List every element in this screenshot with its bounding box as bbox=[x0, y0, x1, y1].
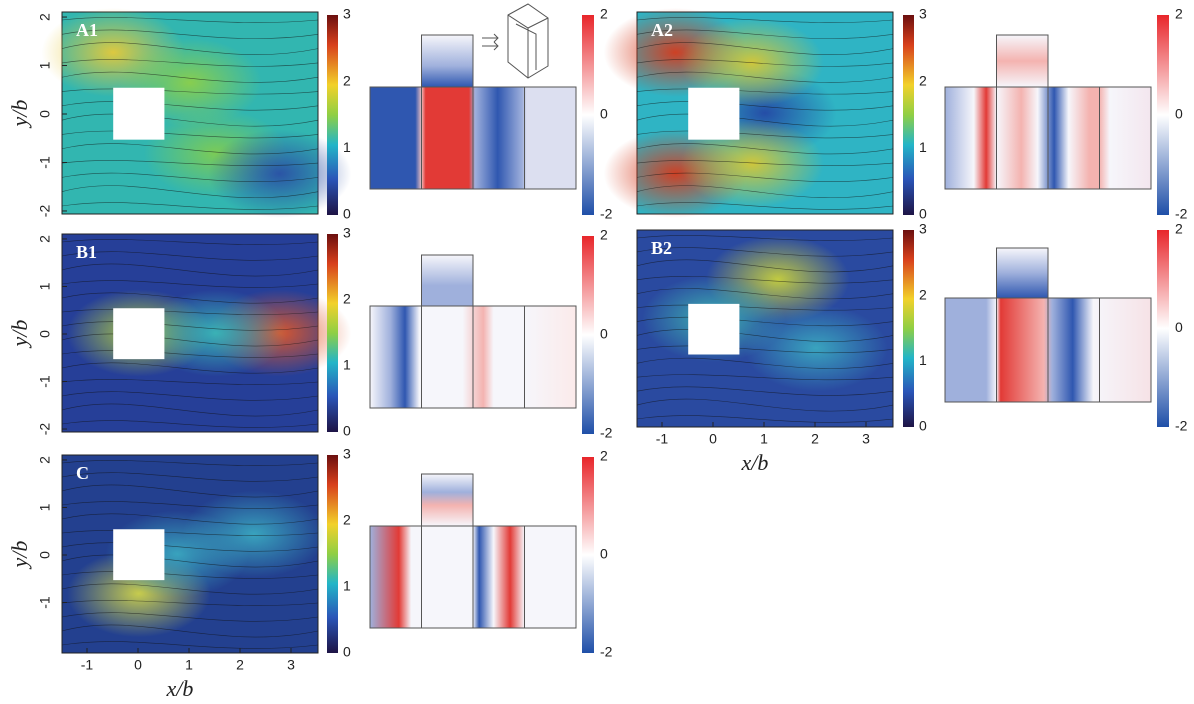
y-tick-label: -1 bbox=[37, 596, 53, 609]
x-tick-label: 1 bbox=[185, 657, 193, 673]
x-tick-label: 0 bbox=[134, 657, 142, 673]
x-tick-label: 2 bbox=[236, 657, 244, 673]
x-tick-label: 3 bbox=[862, 431, 870, 447]
obstacle bbox=[688, 304, 739, 355]
panel-label: C bbox=[76, 463, 89, 483]
pressure-top-face bbox=[422, 255, 474, 306]
pressure-colorbar bbox=[1157, 15, 1169, 215]
pressure-colorbar-tick-label: 2 bbox=[600, 227, 608, 243]
x-tick-label: -1 bbox=[81, 657, 94, 673]
colorbar-tick-label: 1 bbox=[343, 139, 351, 155]
y-tick-label: 1 bbox=[37, 61, 53, 69]
colorbar-tick-label: 1 bbox=[919, 139, 927, 155]
pressure-colorbar bbox=[582, 15, 594, 215]
panel: B1 2 1 0 -1 -2 y/b 3 2 1 0 2 0 -2 bbox=[7, 225, 613, 441]
obstacle bbox=[113, 529, 164, 580]
obstacle bbox=[113, 88, 164, 140]
x-axis-label: x/b bbox=[166, 676, 194, 701]
colorbar-tick-label: 1 bbox=[919, 352, 927, 368]
y-tick-label: 1 bbox=[37, 282, 53, 290]
colorbar-tick-label: 2 bbox=[343, 72, 351, 88]
colorbar bbox=[327, 15, 338, 215]
flow-blob bbox=[144, 289, 287, 376]
pressure-colorbar-tick-label: 0 bbox=[600, 106, 608, 122]
pressure-colorbar-tick-label: 0 bbox=[1175, 106, 1183, 122]
colorbar-tick-label: 0 bbox=[343, 206, 351, 222]
colorbar-tick-label: 3 bbox=[919, 6, 927, 22]
colorbar-tick-label: 0 bbox=[919, 418, 927, 434]
pressure-colorbar bbox=[1157, 230, 1169, 427]
pressure-colorbar bbox=[582, 457, 594, 653]
panel: B2 3 2 1 0 2 0 -2 -1 0 1 2 3 x/b bbox=[637, 221, 1188, 475]
panel-label: B2 bbox=[651, 238, 672, 258]
pressure-colorbar-tick-label: -2 bbox=[1175, 206, 1188, 222]
x-tick-label: 2 bbox=[811, 431, 819, 447]
y-axis-label: y/b bbox=[7, 320, 32, 349]
colorbar bbox=[903, 230, 914, 427]
y-tick-label: 2 bbox=[37, 456, 53, 464]
x-tick-label: 3 bbox=[287, 657, 295, 673]
prism-sketch bbox=[482, 4, 548, 78]
colorbar-tick-label: 3 bbox=[343, 225, 351, 241]
panel-label: A2 bbox=[651, 20, 673, 40]
colorbar-tick-label: 0 bbox=[343, 644, 351, 660]
colorbar-tick-label: 2 bbox=[919, 286, 927, 302]
colorbar bbox=[327, 455, 338, 653]
colorbar-tick-label: 1 bbox=[343, 578, 351, 594]
pressure-colorbar-tick-label: 0 bbox=[600, 326, 608, 342]
colorbar-tick-label: 3 bbox=[343, 6, 351, 22]
y-tick-label: 0 bbox=[37, 330, 53, 338]
colorbar-tick-label: 2 bbox=[343, 291, 351, 307]
pressure-colorbar-tick-label: 2 bbox=[600, 448, 608, 464]
x-tick-label: -1 bbox=[656, 431, 669, 447]
panel: C 2 1 0 -1 y/b 3 2 1 0 2 0 -2 -1 0 1 2 3 x/b bbox=[7, 446, 613, 701]
y-tick-label: 0 bbox=[37, 551, 53, 559]
pressure-colorbar bbox=[582, 236, 594, 434]
colorbar-tick-label: 3 bbox=[919, 221, 927, 237]
pressure-colorbar-tick-label: 0 bbox=[1175, 319, 1183, 335]
pressure-top-face bbox=[422, 35, 474, 87]
panel: A2 3 2 1 0 2 0 -2 bbox=[604, 6, 1188, 222]
pressure-colorbar-tick-label: -2 bbox=[600, 425, 613, 441]
x-axis-label: x/b bbox=[741, 450, 769, 475]
obstacle bbox=[688, 88, 739, 140]
pressure-top-face bbox=[997, 248, 1049, 298]
obstacle bbox=[113, 308, 164, 359]
x-tick-label: 1 bbox=[760, 431, 768, 447]
pressure-colorbar-tick-label: -2 bbox=[1175, 418, 1188, 434]
y-tick-label: 1 bbox=[37, 503, 53, 511]
pressure-colorbar-tick-label: 2 bbox=[600, 6, 608, 22]
y-tick-label: 0 bbox=[37, 110, 53, 118]
y-tick-label: -1 bbox=[37, 375, 53, 388]
x-tick-label: 0 bbox=[709, 431, 717, 447]
colorbar bbox=[903, 15, 914, 215]
pressure-colorbar-tick-label: -2 bbox=[600, 206, 613, 222]
panel: A1 2 1 0 -1 -2 y/b 3 2 1 0 2 0 -2 bbox=[7, 6, 613, 222]
colorbar-tick-label: 0 bbox=[919, 206, 927, 222]
colorbar bbox=[327, 234, 338, 432]
flow-blob bbox=[745, 305, 888, 392]
pressure-colorbar-tick-label: 2 bbox=[1175, 221, 1183, 237]
pressure-colorbar-tick-label: -2 bbox=[600, 644, 613, 660]
colorbar-tick-label: 0 bbox=[343, 423, 351, 439]
y-tick-label: 2 bbox=[37, 235, 53, 243]
y-axis-label: y/b bbox=[7, 541, 32, 570]
pressure-colorbar-tick-label: 2 bbox=[1175, 6, 1183, 22]
panel-label: B1 bbox=[76, 242, 97, 262]
y-tick-label: 2 bbox=[37, 13, 53, 21]
panel-label: A1 bbox=[76, 20, 98, 40]
pressure-top-face bbox=[997, 35, 1049, 87]
pressure-top-face bbox=[422, 474, 474, 526]
y-tick-label: -2 bbox=[37, 423, 53, 436]
figure: A1 2 1 0 -1 -2 y/b 3 2 1 0 2 0 -2 B1 2 1 0 -1 -2 y/b 3 2 1 0 2 0 -2… bbox=[0, 0, 1194, 704]
y-axis-label: y/b bbox=[7, 100, 32, 129]
colorbar-tick-label: 2 bbox=[343, 512, 351, 528]
y-tick-label: -1 bbox=[37, 156, 53, 169]
colorbar-tick-label: 2 bbox=[919, 72, 927, 88]
y-tick-label: -2 bbox=[37, 205, 53, 218]
pressure-colorbar-tick-label: 0 bbox=[600, 546, 608, 562]
colorbar-tick-label: 3 bbox=[343, 446, 351, 462]
colorbar-tick-label: 1 bbox=[343, 357, 351, 373]
